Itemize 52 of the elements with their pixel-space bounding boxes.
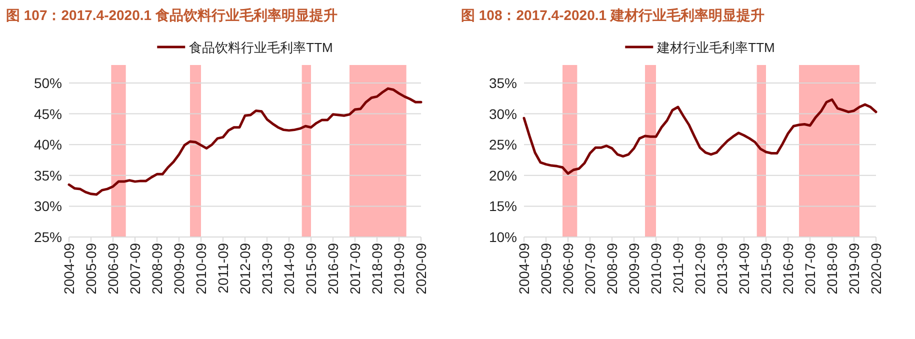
x-tick-label: 2014-09	[281, 242, 297, 294]
x-tick-label: 2007-09	[127, 242, 143, 294]
y-tick-label: 20%	[488, 167, 517, 184]
x-tick-label: 2017-09	[347, 242, 363, 294]
chart-title: 图 107：2017.4-2020.1 食品饮料行业毛利率明显提升	[6, 7, 338, 23]
x-tick-label: 2010-09	[648, 242, 664, 294]
y-tick-label: 35%	[488, 75, 517, 91]
y-tick-label: 25%	[488, 136, 517, 153]
x-tick-label: 2004-09	[61, 242, 77, 294]
y-tick-label: 30%	[34, 198, 62, 214]
x-tick-label: 2011-09	[670, 242, 686, 294]
y-tick-label: 25%	[34, 229, 62, 245]
legend-label: 食品饮料行业毛利率TTM	[189, 40, 333, 55]
x-tick-label: 2004-09	[516, 242, 532, 294]
x-tick-label: 2018-09	[369, 242, 385, 294]
y-tick-label: 30%	[488, 106, 517, 122]
x-tick-label: 2007-09	[582, 242, 598, 294]
line-series	[522, 98, 878, 175]
line-series	[68, 87, 422, 196]
x-tick-label: 2016-09	[325, 242, 341, 294]
x-tick-label: 2012-09	[692, 242, 708, 294]
x-tick-label: 2020-09	[868, 242, 884, 294]
x-tick-label: 2018-09	[824, 242, 840, 294]
x-tick-label: 2015-09	[758, 242, 774, 294]
x-tick-label: 2008-09	[604, 242, 620, 294]
y-tick-label: 35%	[34, 167, 62, 184]
x-tick-label: 2005-09	[83, 242, 99, 294]
x-tick-label: 2010-09	[193, 242, 209, 294]
x-tick-label: 2020-09	[413, 242, 429, 294]
x-tick-label: 2005-09	[538, 242, 554, 294]
y-tick-label: 45%	[34, 106, 62, 122]
x-tick-label: 2013-09	[714, 242, 730, 294]
x-tick-label: 2009-09	[626, 242, 642, 294]
x-tick-label: 2006-09	[105, 242, 121, 294]
x-tick-label: 2019-09	[391, 242, 407, 294]
x-tick-label: 2012-09	[237, 242, 253, 294]
x-tick-label: 2015-09	[303, 242, 319, 294]
x-tick-label: 2017-09	[802, 242, 818, 294]
chart-title: 图 108：2017.4-2020.1 建材行业毛利率明显提升	[461, 7, 764, 23]
x-tick-label: 2019-09	[846, 242, 862, 294]
y-tick-label: 15%	[488, 198, 517, 214]
legend-label: 建材行业毛利率TTM	[656, 40, 775, 55]
x-tick-label: 2006-09	[560, 242, 576, 294]
x-tick-label: 2011-09	[215, 242, 231, 294]
x-tick-label: 2014-09	[736, 242, 752, 294]
y-tick-label: 10%	[488, 229, 517, 245]
x-tick-label: 2013-09	[259, 242, 275, 294]
x-tick-label: 2016-09	[780, 242, 796, 294]
y-tick-label: 40%	[34, 136, 62, 153]
y-tick-label: 50%	[34, 75, 62, 91]
x-tick-label: 2008-09	[149, 242, 165, 294]
x-tick-label: 2009-09	[171, 242, 187, 294]
